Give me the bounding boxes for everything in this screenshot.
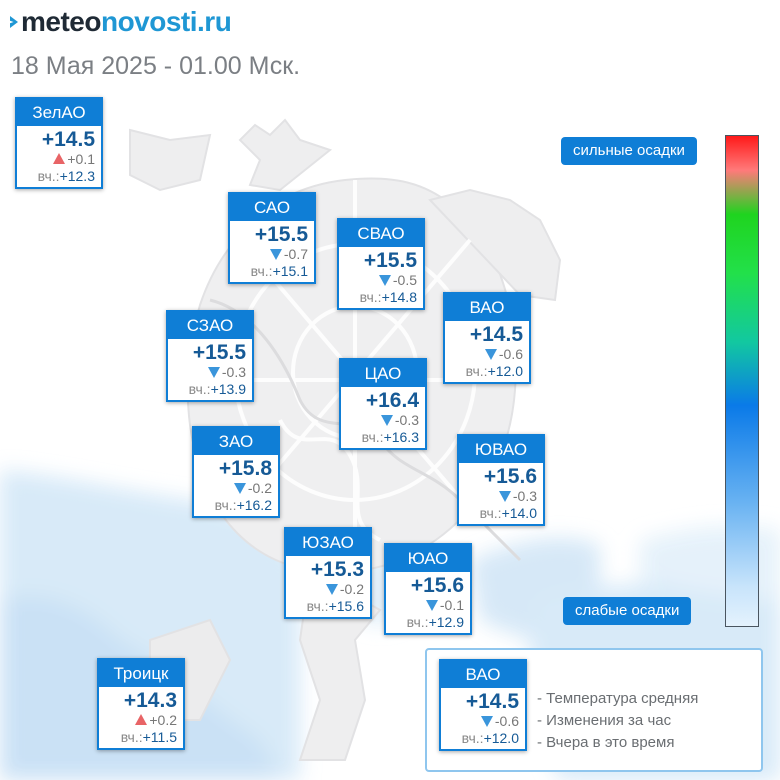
legend-sample-card: ВАО +14.5 -0.6 вч.:+12.0 [439, 659, 527, 751]
district-yesterday: вч.:+14.0 [479, 505, 537, 521]
district-name: Троицк [99, 660, 183, 687]
district-change: -0.2 [286, 581, 370, 597]
district-name: ЗАО [194, 428, 278, 455]
district-change: -0.5 [339, 272, 423, 288]
trend-down-icon [484, 349, 497, 360]
district-temp: +14.3 [123, 689, 177, 712]
trend-down-icon [233, 483, 246, 494]
district-yesterday: вч.:+15.1 [250, 263, 308, 279]
district-card[interactable]: ЦАО +16.4 -0.3 вч.:+16.3 [339, 358, 427, 450]
district-card[interactable]: ЗАО +15.8 -0.2 вч.:+16.2 [192, 426, 280, 518]
district-card[interactable]: САО +15.5 -0.7 вч.:+15.1 [228, 192, 316, 284]
district-temp: +15.8 [218, 457, 272, 480]
district-change: +0.2 [99, 712, 183, 728]
trend-down-icon [480, 716, 493, 727]
district-yesterday: вч.:+11.5 [120, 729, 177, 745]
precipitation-scale-bar [725, 135, 759, 627]
logo-mark-icon [10, 16, 18, 28]
district-name: ЮВАО [459, 436, 543, 463]
district-change: -0.3 [341, 412, 425, 428]
trend-down-icon [498, 491, 511, 502]
district-name: СЗАО [168, 312, 252, 339]
district-card[interactable]: ЗелАО +14.5 +0.1 вч.:+12.3 [15, 97, 103, 189]
precip-high-label: сильные осадки [561, 137, 697, 165]
district-temp: +15.5 [254, 223, 308, 246]
district-temp: +15.5 [363, 249, 417, 272]
district-card[interactable]: ЮВАО +15.6 -0.3 вч.:+14.0 [457, 434, 545, 526]
district-yesterday: вч.:+15.6 [306, 598, 364, 614]
trend-up-icon [135, 714, 148, 725]
district-temp: +15.3 [310, 558, 364, 581]
legend-sample-temp: +14.5 [465, 690, 519, 713]
district-card[interactable]: ВАО +14.5 -0.6 вч.:+12.0 [443, 292, 531, 384]
district-temp: +14.5 [41, 128, 95, 151]
legend-sample-change: -0.6 [441, 713, 525, 729]
precip-low-label: слабые осадки [563, 597, 692, 625]
legend-line-avg-temp: - Температура средняя [537, 690, 699, 707]
legend-line-hourly-change: - Изменения за час [537, 712, 672, 729]
district-yesterday: вч.:+13.9 [188, 381, 246, 397]
district-temp: +15.6 [483, 465, 537, 488]
district-change: -0.3 [168, 364, 252, 380]
logo-text-novosti: novosti.ru [100, 6, 232, 37]
district-name: ЗелАО [17, 99, 101, 126]
district-yesterday: вч.:+16.3 [361, 429, 419, 445]
district-name: ЮАО [386, 545, 470, 572]
district-change: -0.6 [445, 346, 529, 362]
district-yesterday: вч.:+12.3 [37, 168, 95, 184]
legend-sample-name: ВАО [441, 661, 525, 688]
district-temp: +14.5 [469, 323, 523, 346]
legend-sample-yesterday: вч.:+12.0 [461, 730, 519, 746]
legend-line-yesterday: - Вчера в это время [537, 734, 675, 751]
district-card[interactable]: ЮЗАО +15.3 -0.2 вч.:+15.6 [284, 527, 372, 619]
district-temp: +16.4 [365, 389, 419, 412]
district-card[interactable]: Троицк +14.3 +0.2 вч.:+11.5 [97, 658, 185, 750]
district-card[interactable]: СВАО +15.5 -0.5 вч.:+14.8 [337, 218, 425, 310]
district-name: СВАО [339, 220, 423, 247]
trend-down-icon [325, 584, 338, 595]
district-yesterday: вч.:+12.0 [465, 363, 523, 379]
trend-down-icon [378, 275, 391, 286]
district-change: -0.1 [386, 597, 470, 613]
district-name: САО [230, 194, 314, 221]
trend-down-icon [425, 600, 438, 611]
trend-down-icon [269, 249, 282, 260]
trend-up-icon [53, 153, 66, 164]
trend-down-icon [207, 367, 220, 378]
district-card[interactable]: СЗАО +15.5 -0.3 вч.:+13.9 [166, 310, 254, 402]
district-card[interactable]: ЮАО +15.6 -0.1 вч.:+12.9 [384, 543, 472, 635]
district-yesterday: вч.:+16.2 [214, 497, 272, 513]
district-name: ЦАО [341, 360, 425, 387]
district-change: +0.1 [17, 151, 101, 167]
district-change: -0.3 [459, 488, 543, 504]
timestamp: 18 Мая 2025 - 01.00 Мск. [11, 52, 301, 80]
district-temp: +15.5 [192, 341, 246, 364]
district-name: ВАО [445, 294, 529, 321]
district-yesterday: вч.:+14.8 [359, 289, 417, 305]
district-change: -0.2 [194, 480, 278, 496]
district-change: -0.7 [230, 246, 314, 262]
district-yesterday: вч.:+12.9 [406, 614, 464, 630]
site-logo[interactable]: meteonovosti.ru [10, 6, 232, 38]
trend-down-icon [380, 415, 393, 426]
district-name: ЮЗАО [286, 529, 370, 556]
district-temp: +15.6 [410, 574, 464, 597]
logo-text-meteo: meteo [21, 6, 101, 37]
